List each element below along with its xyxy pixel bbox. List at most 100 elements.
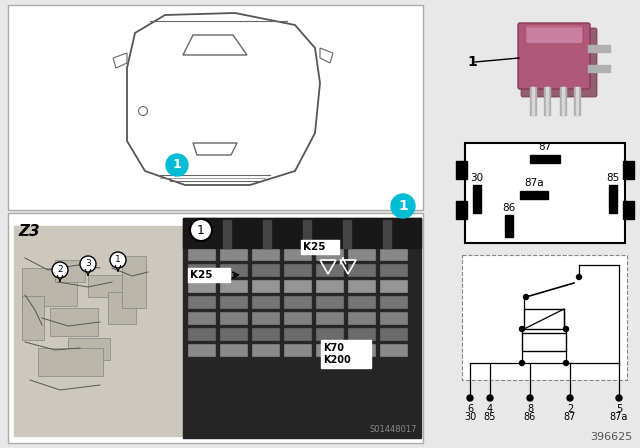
- Bar: [348, 344, 376, 357]
- Bar: [380, 264, 408, 277]
- Circle shape: [567, 395, 573, 401]
- Bar: [530, 87, 536, 115]
- Bar: [316, 232, 344, 245]
- Bar: [560, 87, 566, 115]
- Bar: [22, 296, 44, 340]
- Bar: [220, 248, 248, 261]
- Bar: [188, 280, 216, 293]
- Bar: [588, 45, 610, 52]
- Bar: [284, 312, 312, 325]
- Circle shape: [563, 327, 568, 332]
- Bar: [38, 348, 103, 376]
- Circle shape: [524, 294, 529, 300]
- Text: 87a: 87a: [524, 178, 544, 188]
- Text: 1: 1: [197, 224, 205, 237]
- Bar: [522, 333, 566, 351]
- Bar: [348, 296, 376, 309]
- Bar: [284, 296, 312, 309]
- Bar: [546, 87, 548, 115]
- Bar: [220, 312, 248, 325]
- Bar: [14, 226, 182, 436]
- Text: S01448017: S01448017: [369, 425, 417, 434]
- Bar: [183, 218, 421, 248]
- Circle shape: [616, 395, 622, 401]
- Bar: [8, 213, 423, 443]
- Bar: [316, 264, 344, 277]
- Circle shape: [467, 395, 473, 401]
- Bar: [316, 328, 344, 341]
- Bar: [462, 255, 627, 380]
- Bar: [252, 280, 280, 293]
- Text: 2: 2: [57, 266, 63, 275]
- Bar: [520, 191, 548, 199]
- Text: 86: 86: [524, 412, 536, 422]
- Text: 30: 30: [470, 173, 484, 183]
- Bar: [284, 328, 312, 341]
- Text: K25: K25: [190, 270, 212, 280]
- Bar: [623, 201, 634, 219]
- Bar: [188, 296, 216, 309]
- Bar: [380, 344, 408, 357]
- Polygon shape: [127, 13, 320, 185]
- Bar: [263, 220, 271, 248]
- Bar: [68, 338, 110, 360]
- Bar: [220, 328, 248, 341]
- Polygon shape: [320, 48, 333, 63]
- Bar: [544, 87, 550, 115]
- Circle shape: [190, 219, 212, 241]
- Bar: [284, 344, 312, 357]
- Bar: [532, 87, 534, 115]
- Circle shape: [520, 361, 525, 366]
- Bar: [348, 312, 376, 325]
- Circle shape: [52, 262, 68, 278]
- Bar: [188, 264, 216, 277]
- Polygon shape: [193, 143, 237, 155]
- Bar: [527, 28, 581, 42]
- Text: 3: 3: [85, 259, 91, 268]
- Bar: [303, 220, 311, 248]
- Bar: [380, 280, 408, 293]
- Circle shape: [577, 275, 582, 280]
- Bar: [380, 328, 408, 341]
- Bar: [284, 264, 312, 277]
- Text: K70
K200: K70 K200: [323, 343, 351, 365]
- Bar: [588, 65, 610, 72]
- Text: 1: 1: [115, 255, 121, 264]
- Bar: [122, 256, 146, 308]
- Bar: [188, 232, 216, 245]
- Bar: [316, 296, 344, 309]
- Bar: [188, 248, 216, 261]
- Text: 8: 8: [527, 404, 533, 414]
- Bar: [183, 218, 421, 438]
- Bar: [321, 340, 371, 368]
- Bar: [252, 328, 280, 341]
- Bar: [576, 87, 578, 115]
- Circle shape: [391, 194, 415, 218]
- Text: 1: 1: [398, 199, 408, 213]
- Bar: [301, 240, 339, 254]
- Text: 85: 85: [484, 412, 496, 422]
- Bar: [348, 280, 376, 293]
- Bar: [348, 264, 376, 277]
- Bar: [22, 268, 77, 306]
- Bar: [316, 312, 344, 325]
- Bar: [50, 308, 98, 336]
- FancyBboxPatch shape: [518, 23, 590, 89]
- Bar: [284, 248, 312, 261]
- Text: 30: 30: [464, 412, 476, 422]
- Text: 87a: 87a: [610, 412, 628, 422]
- Bar: [530, 155, 560, 163]
- Bar: [316, 248, 344, 261]
- Bar: [574, 87, 580, 115]
- Circle shape: [520, 327, 525, 332]
- Bar: [462, 5, 630, 135]
- Circle shape: [527, 395, 533, 401]
- Bar: [383, 220, 391, 248]
- Bar: [524, 309, 564, 329]
- Bar: [55, 260, 85, 282]
- Bar: [284, 280, 312, 293]
- Circle shape: [487, 395, 493, 401]
- Bar: [220, 296, 248, 309]
- Bar: [88, 275, 123, 297]
- Polygon shape: [183, 35, 247, 55]
